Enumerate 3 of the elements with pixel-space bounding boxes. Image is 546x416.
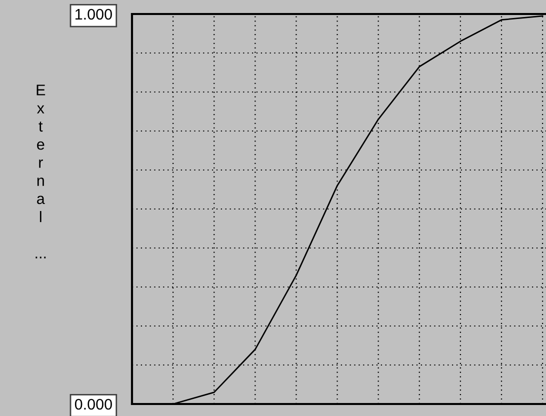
y-tick-label: 0.000 <box>74 398 112 410</box>
y-tick-label: 1.000 <box>75 8 112 20</box>
text: External ... <box>36 84 46 258</box>
